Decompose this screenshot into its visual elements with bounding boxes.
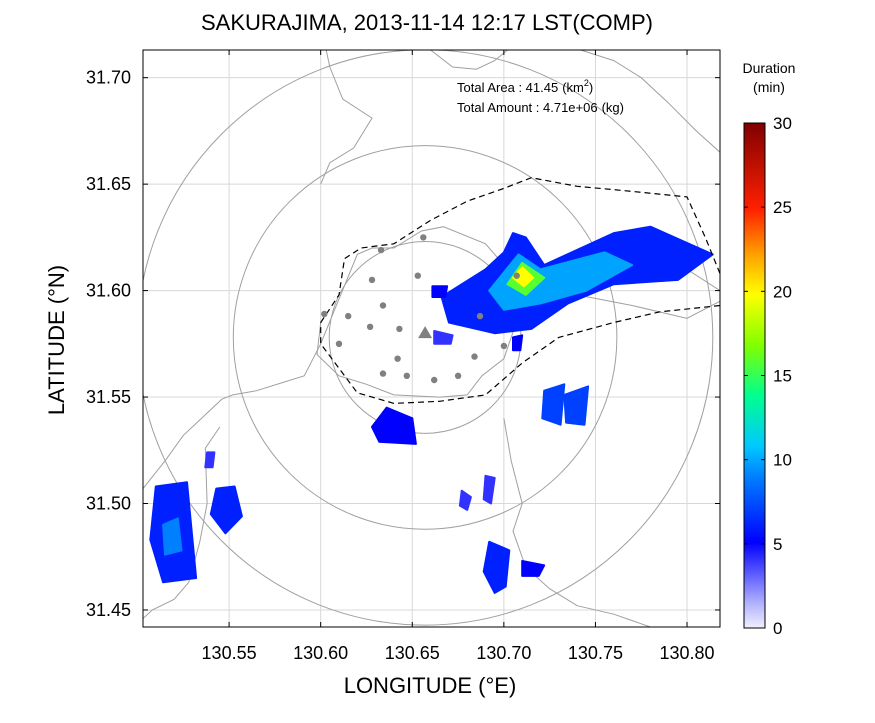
total-area-line: Total Area : 41.45 (km2) xyxy=(457,78,593,95)
y-tick-label-1: 31.50 xyxy=(86,494,131,514)
y-tick-label-4: 31.65 xyxy=(86,174,131,194)
x-tick-label-3: 130.70 xyxy=(476,643,531,663)
station-15 xyxy=(471,353,478,360)
range-ring-15km xyxy=(143,50,714,626)
station-5 xyxy=(345,312,352,320)
y-tick-label-5: 31.70 xyxy=(86,68,131,88)
y-tick-label-0: 31.45 xyxy=(86,600,131,620)
station-10 xyxy=(394,355,401,362)
station-13 xyxy=(431,376,438,384)
y-tick-label-3: 31.60 xyxy=(86,281,131,301)
y-axis-label: LATITUDE (°N) xyxy=(44,265,69,415)
station-17 xyxy=(500,342,508,350)
deposit-patch-south-2 xyxy=(521,560,546,577)
ash-deposit-layer xyxy=(149,225,714,594)
station-2 xyxy=(420,234,427,241)
colorbar-tick-label-6: 30 xyxy=(773,114,792,133)
deposit-speckle-5 xyxy=(204,451,216,469)
dashed-boundary-south xyxy=(320,304,720,405)
vent-marker xyxy=(418,326,433,339)
x-tick-label-5: 130.80 xyxy=(659,643,714,663)
station-8 xyxy=(396,325,403,333)
colorbar-unit: (min) xyxy=(753,79,785,95)
deposit-patch-south xyxy=(482,540,511,594)
deposit-patch-small xyxy=(512,334,524,352)
total-amount-line: Total Amount : 4.71e+06 (kg) xyxy=(457,100,624,115)
deposit-patch-west xyxy=(371,406,417,445)
deposit-speckle-3 xyxy=(433,330,454,345)
deposit-patch-far-west-core xyxy=(162,517,183,556)
range-ring-10km xyxy=(232,145,618,530)
deposit-patch-east-2 xyxy=(563,385,590,426)
x-tick-label-1: 130.60 xyxy=(293,643,348,663)
deposit-patch-oval xyxy=(209,485,243,535)
deposit-speckle-1 xyxy=(458,489,472,511)
station-4 xyxy=(321,310,328,318)
deposit-patch-east-1 xyxy=(541,383,566,426)
coastline-5 xyxy=(580,50,720,153)
station-7 xyxy=(379,302,387,309)
station-1 xyxy=(377,246,385,254)
station-6 xyxy=(366,323,374,330)
y-tick-label-2: 31.55 xyxy=(86,387,131,407)
x-axis-label: LONGITUDE (°E) xyxy=(344,673,517,698)
coastline-6 xyxy=(430,50,508,70)
colorbar: Duration (min) 0 5 10 15 20 25 30 xyxy=(743,60,796,638)
deposit-speckle-4 xyxy=(431,285,449,298)
station-11 xyxy=(379,370,387,377)
plot-frame xyxy=(142,49,721,628)
colorbar-tick-label-2: 10 xyxy=(773,451,792,470)
vent-triangle xyxy=(418,326,433,339)
dashed-boundary xyxy=(320,177,720,405)
summary-annotation: Total Area : 41.45 (km2) Total Amount : 4… xyxy=(457,78,624,115)
deposit-plume-peak xyxy=(512,266,535,288)
colorbar-ticks: 0 5 10 15 20 25 30 xyxy=(744,114,792,638)
colorbar-tick-label-1: 5 xyxy=(773,535,782,554)
station-0 xyxy=(368,276,376,284)
station-14 xyxy=(454,372,462,379)
dashed-boundary-north xyxy=(320,177,720,323)
x-tick-label-2: 130.65 xyxy=(385,643,440,663)
coastline-2 xyxy=(320,50,373,185)
deposit-speckle-2 xyxy=(482,474,496,505)
plot-area: 130.55 130.60 130.65 130.70 130.75 130.80 31.… xyxy=(86,49,721,663)
colorbar-tick-label-4: 20 xyxy=(773,282,792,301)
y-axis-ticks: 31.45 31.50 31.55 31.60 31.65 31.70 xyxy=(86,68,720,620)
station-markers xyxy=(321,234,520,384)
x-axis-ticks: 130.55 130.60 130.65 130.70 130.75 130.80 xyxy=(202,50,715,663)
colorbar-title: Duration xyxy=(743,60,796,76)
station-12 xyxy=(403,372,410,379)
station-18 xyxy=(513,272,520,279)
colorbar-tick-label-0: 0 xyxy=(773,619,782,638)
station-3 xyxy=(414,272,421,279)
station-9 xyxy=(335,340,343,347)
station-16 xyxy=(476,312,484,320)
colorbar-tick-label-5: 25 xyxy=(773,198,792,217)
colorbar-tick-label-3: 15 xyxy=(773,367,792,386)
x-tick-label-4: 130.75 xyxy=(568,643,623,663)
chart-title: SAKURAJIMA, 2013-11-14 12:17 LST(COMP) xyxy=(201,10,653,35)
x-tick-label-0: 130.55 xyxy=(202,643,257,663)
